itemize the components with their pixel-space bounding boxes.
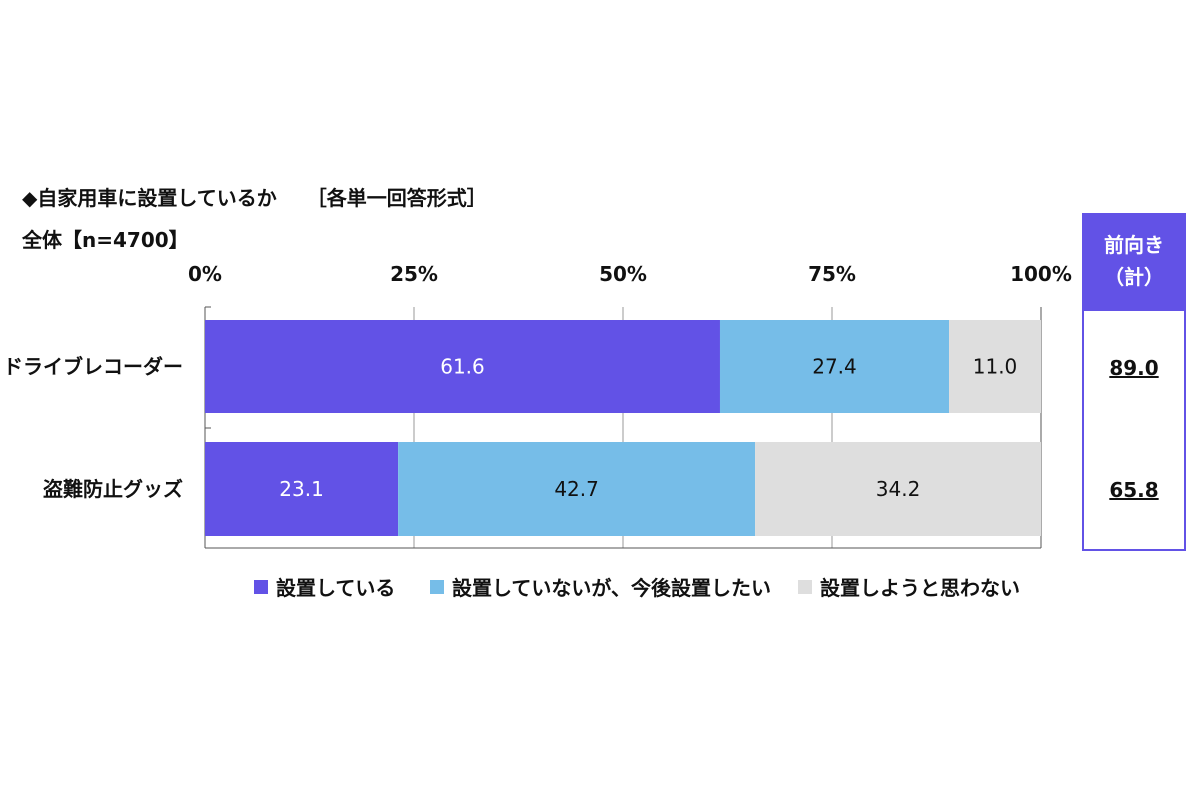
category-label: 盗難防止グッズ xyxy=(43,477,183,501)
side-panel-header-line1: 前向き xyxy=(1104,233,1164,257)
bar-segment xyxy=(719,320,950,413)
legend-item-intend: 設置していないが、今後設置したい xyxy=(430,572,771,601)
legend-swatch-intend xyxy=(430,579,444,594)
bar-segment xyxy=(205,442,399,536)
side-panel-body xyxy=(1082,309,1186,551)
legend-label-no-intention: 設置しようと思わない xyxy=(820,576,1020,600)
data-label: 61.6 xyxy=(440,355,485,379)
label-layer: 0% 25% 50% 75% 100% ドライブレコーダー 61.6 27.4 11.0 盗難防止… xyxy=(3,262,1072,501)
legend-swatch-installed xyxy=(254,579,268,594)
x-tick-label: 0% xyxy=(188,262,222,286)
x-tick-label: 75% xyxy=(808,262,856,286)
bar-segment xyxy=(755,442,1041,536)
x-tick-label: 50% xyxy=(599,262,647,286)
x-tick-label: 100% xyxy=(1010,262,1072,286)
data-label: 11.0 xyxy=(973,355,1018,379)
legend: 設置している 設置していないが、今後設置したい 設置しようと思わない xyxy=(0,572,1200,602)
data-label: 34.2 xyxy=(876,477,921,501)
data-label: 23.1 xyxy=(279,477,324,501)
legend-item-no-intention: 設置しようと思わない xyxy=(798,572,1020,601)
bar-layer xyxy=(205,320,1041,536)
legend-label-installed: 設置している xyxy=(276,576,396,600)
side-panel-header: 前向き （計） xyxy=(1082,213,1186,309)
total-anti-theft: 65.8 xyxy=(1109,478,1159,502)
bar-segment xyxy=(949,320,1041,413)
category-label: ドライブレコーダー xyxy=(3,355,183,379)
legend-item-installed: 設置している xyxy=(254,572,395,601)
bar-segment xyxy=(398,442,756,536)
data-label: 42.7 xyxy=(554,477,599,501)
data-label: 27.4 xyxy=(812,355,857,379)
legend-label-intend: 設置していないが、今後設置したい xyxy=(452,576,771,600)
legend-swatch-no-intention xyxy=(798,579,812,594)
chart-title: ◆自家用車に設置しているか ［各単一回答形式］ xyxy=(22,186,487,210)
bar-segment xyxy=(205,320,720,413)
side-panel-header-line2: （計） xyxy=(1104,265,1164,289)
x-tick-label: 25% xyxy=(390,262,438,286)
total-drive-recorder: 89.0 xyxy=(1109,356,1159,380)
sample-size-label: 全体【n=4700】 xyxy=(22,228,189,252)
